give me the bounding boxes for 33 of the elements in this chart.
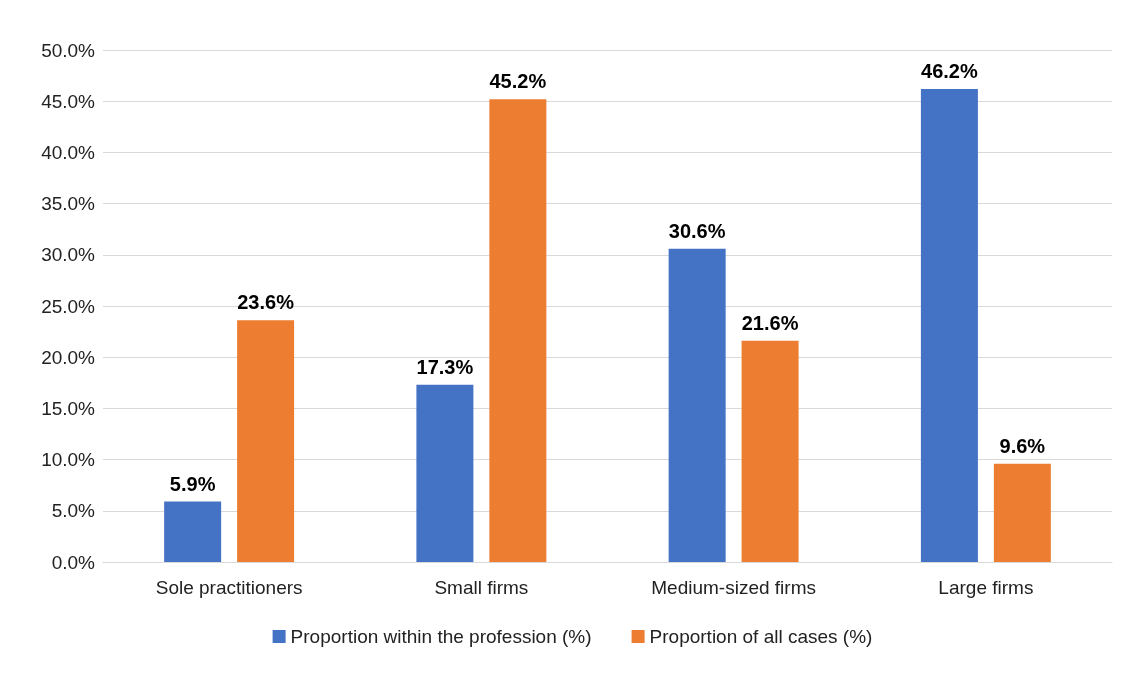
- y-tick-label: 25.0%: [41, 295, 96, 317]
- bar: [416, 384, 474, 562]
- data-label: 46.2%: [921, 59, 978, 82]
- x-tick-label: Small firms: [434, 577, 529, 598]
- data-label: 9.6%: [999, 434, 1046, 457]
- bar: [164, 501, 222, 562]
- data-label: 23.6%: [237, 291, 295, 314]
- bar: [489, 99, 547, 562]
- x-tick-label: Medium-sized firms: [651, 577, 816, 598]
- y-tick-label: 35.0%: [41, 193, 96, 215]
- data-label: 17.3%: [416, 355, 474, 378]
- y-tick-label: 20.0%: [41, 346, 96, 368]
- data-label: 30.6%: [668, 219, 726, 242]
- y-tick-label: 50.0%: [41, 39, 96, 61]
- bar: [993, 463, 1051, 562]
- y-tick-label: 30.0%: [41, 244, 96, 266]
- data-label: 45.2%: [489, 70, 547, 93]
- data-label: 5.9%: [169, 472, 216, 495]
- y-tick-label: 45.0%: [41, 90, 96, 112]
- legend-label: Proportion of all cases (%): [649, 626, 873, 647]
- bar: [668, 248, 726, 562]
- x-tick-label: Sole practitioners: [155, 577, 303, 598]
- y-tick-label: 40.0%: [41, 141, 96, 163]
- x-tick-label: Large firms: [938, 577, 1034, 598]
- y-tick-label: 5.0%: [51, 500, 96, 522]
- data-label: 21.6%: [741, 311, 799, 334]
- y-tick-label: 0.0%: [51, 551, 96, 573]
- y-tick-label: 15.0%: [41, 397, 96, 419]
- bar: [741, 340, 799, 562]
- y-tick-label: 10.0%: [41, 449, 96, 471]
- bar: [920, 88, 978, 562]
- legend-label: Proportion within the profession (%): [290, 626, 592, 647]
- bar: [237, 320, 295, 562]
